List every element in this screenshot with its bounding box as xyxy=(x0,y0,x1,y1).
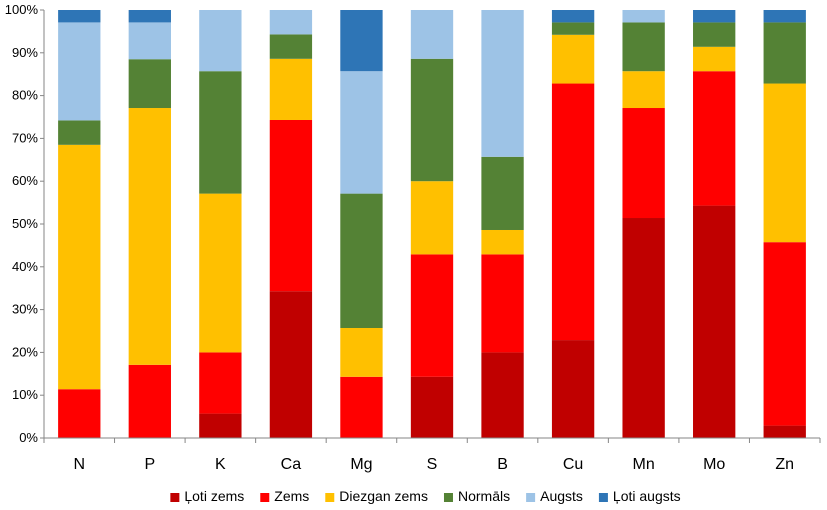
x-tick-label: Mo xyxy=(703,456,725,473)
y-tick-label: 100% xyxy=(5,2,39,17)
y-axis: 0% 10% 20% 30% 40% 50% 60% 70% 80% 90% 100% xyxy=(5,2,39,445)
x-tick-label: Ca xyxy=(281,456,302,473)
legend-label: Normāls xyxy=(458,488,510,504)
y-tick-label: 60% xyxy=(12,173,38,188)
bar-segment xyxy=(58,144,101,390)
bar-segment xyxy=(410,58,454,182)
bar-segment xyxy=(340,376,383,438)
bar-segment xyxy=(269,34,313,59)
bar-segment xyxy=(763,425,806,438)
bar-segment xyxy=(551,83,595,341)
bar-segment xyxy=(269,10,313,35)
bar-segment xyxy=(410,181,454,255)
y-tick-label: 20% xyxy=(12,344,38,359)
x-axis: N P K Ca Mg S B Cu Mn Mo Zn xyxy=(73,456,794,473)
bar-segment xyxy=(481,352,524,438)
bar-segment xyxy=(551,34,595,84)
legend-swatch xyxy=(170,493,180,502)
bar-segment xyxy=(199,413,242,438)
bar-segment xyxy=(763,22,806,84)
bar-segment xyxy=(622,108,665,219)
bar-segment xyxy=(481,10,524,157)
x-tick-label: N xyxy=(73,456,85,473)
bar-segment xyxy=(622,10,665,23)
bar-segment xyxy=(763,10,806,23)
bar-segment xyxy=(693,22,736,47)
legend-label: Ļoti zems xyxy=(184,488,244,504)
x-tick-label: Mg xyxy=(350,456,372,473)
bars-group xyxy=(58,10,806,438)
bar-segment xyxy=(58,120,101,145)
y-tick-label: 40% xyxy=(12,259,38,274)
x-tick-label: P xyxy=(144,456,155,473)
bar-segment xyxy=(481,254,524,353)
legend-label: Diezgan zems xyxy=(339,488,428,504)
bar-segment xyxy=(481,229,524,255)
bar-segment xyxy=(763,83,806,243)
bar-segment xyxy=(340,10,383,72)
legend: Ļoti zems Zems Diezgan zems Normāls Augsts Ļo… xyxy=(170,488,681,504)
legend-label: Augsts xyxy=(540,488,583,504)
x-tick-label: Zn xyxy=(775,456,794,473)
bar-segment xyxy=(481,156,524,230)
y-tick-label: 30% xyxy=(12,302,38,317)
bar-segment xyxy=(340,328,383,377)
bar-segment xyxy=(128,364,171,438)
bar-segment xyxy=(693,205,736,438)
bar-segment xyxy=(693,10,736,23)
bar-segment xyxy=(340,71,383,194)
bar-segment xyxy=(269,291,313,438)
bar-segment xyxy=(763,242,806,426)
bar-segment xyxy=(128,10,171,23)
bar-segment xyxy=(551,340,595,438)
bar-segment xyxy=(58,389,101,438)
bar-segment xyxy=(199,193,242,353)
bar-segment xyxy=(269,58,313,120)
bar-segment xyxy=(199,71,242,194)
bar-segment xyxy=(58,22,101,121)
y-tick-label: 90% xyxy=(12,45,38,60)
bar-segment xyxy=(128,59,171,109)
legend-swatch xyxy=(260,493,270,502)
y-tick-label: 10% xyxy=(12,387,38,402)
bar-segment xyxy=(693,71,736,206)
bar-segment xyxy=(693,46,736,72)
bar-segment xyxy=(269,120,313,292)
bar-segment xyxy=(410,10,454,59)
bar-segment xyxy=(58,10,101,23)
bar-segment xyxy=(128,108,171,365)
y-tick-label: 0% xyxy=(19,430,38,445)
bar-segment xyxy=(551,22,595,35)
x-tick-label: Mn xyxy=(633,456,655,473)
axes xyxy=(40,9,821,443)
x-tick-label: K xyxy=(215,456,226,473)
bar-segment xyxy=(410,376,454,438)
legend-swatch xyxy=(325,493,335,502)
legend-label: Ļoti augsts xyxy=(613,488,681,504)
x-tick-label: Cu xyxy=(563,456,583,473)
y-tick-label: 50% xyxy=(12,216,38,231)
legend-swatch xyxy=(598,493,608,502)
bar-segment xyxy=(340,193,383,328)
bar-segment xyxy=(622,22,665,72)
legend-label: Zems xyxy=(274,488,309,504)
y-tick-label: 80% xyxy=(12,88,38,103)
bar-segment xyxy=(199,352,242,414)
y-tick-label: 70% xyxy=(12,130,38,145)
bar-segment xyxy=(622,218,665,438)
bar-segment xyxy=(551,10,595,23)
legend-swatch xyxy=(443,493,453,502)
x-tick-label: S xyxy=(427,456,438,473)
bar-segment xyxy=(622,71,665,109)
bar-segment xyxy=(410,254,454,377)
bar-segment xyxy=(199,10,242,72)
bar-segment xyxy=(128,22,171,60)
x-tick-label: B xyxy=(497,456,508,473)
legend-swatch xyxy=(526,493,536,502)
